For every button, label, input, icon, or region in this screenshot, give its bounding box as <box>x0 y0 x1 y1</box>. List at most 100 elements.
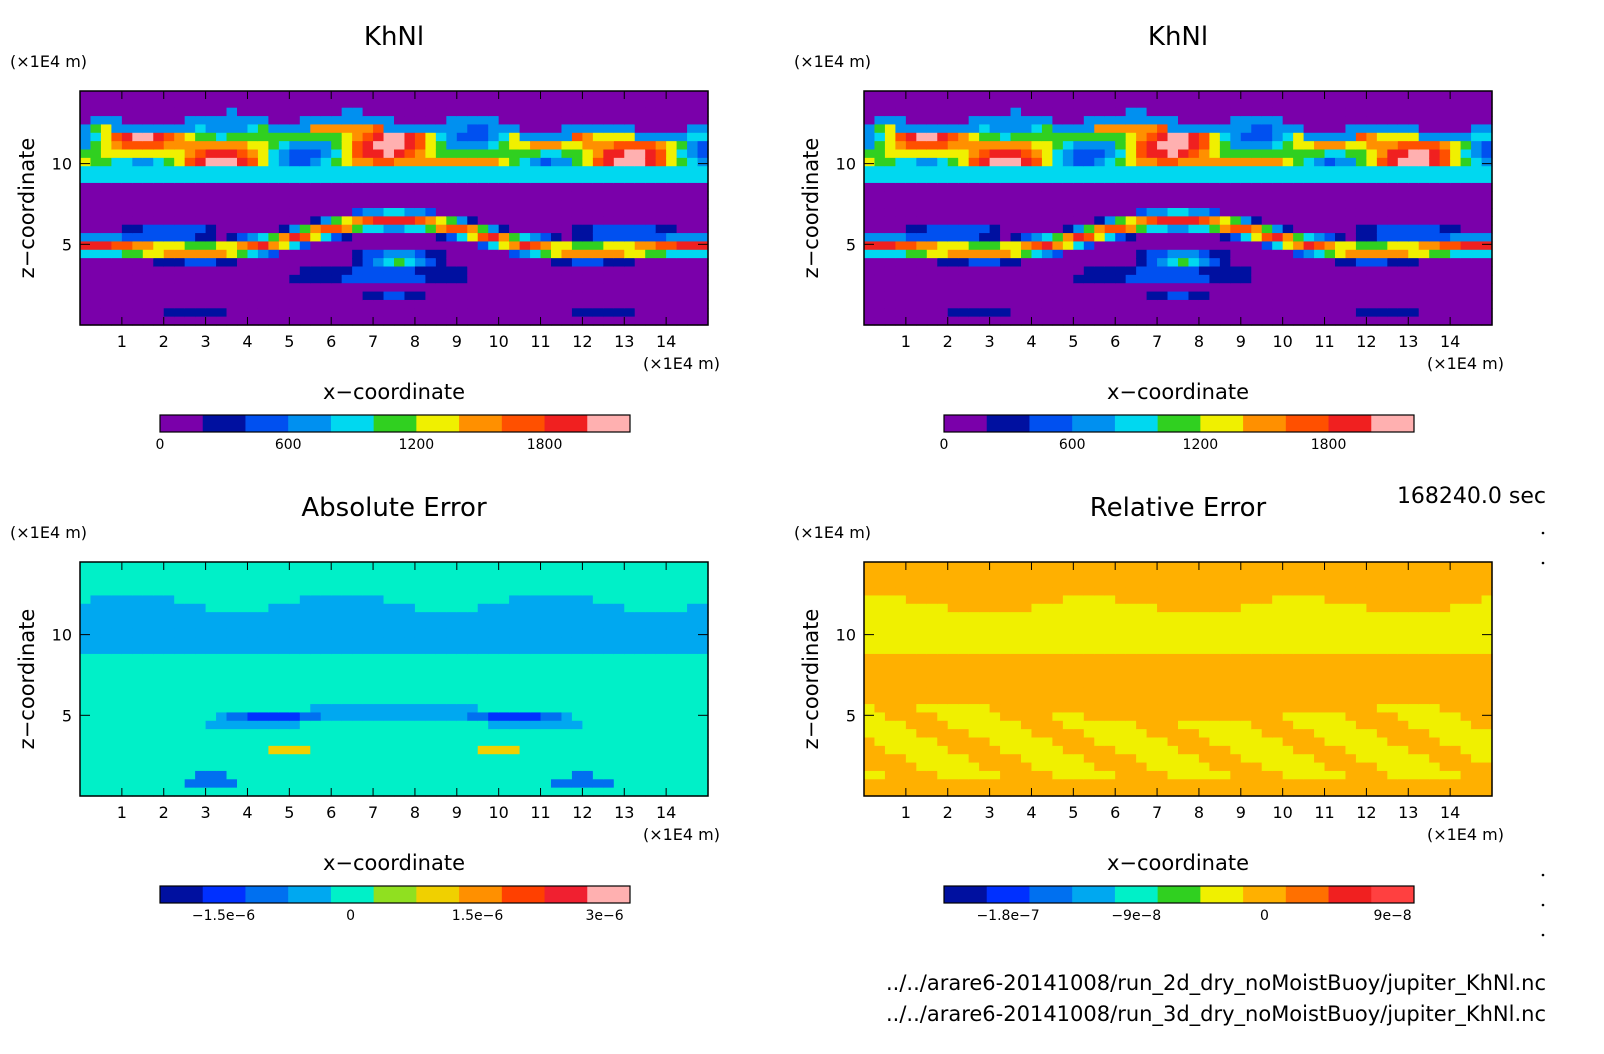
heatmap-cell <box>519 266 531 276</box>
heatmap-cell <box>310 316 322 326</box>
heatmap-cell <box>1293 124 1305 134</box>
heatmap-cell <box>111 174 123 184</box>
heatmap-cell <box>1115 266 1127 276</box>
heatmap-cell <box>864 216 876 226</box>
colorbar-swatch <box>1328 415 1372 432</box>
heatmap-cell <box>456 603 468 613</box>
heatmap-cell <box>331 729 343 739</box>
heatmap-cell <box>592 603 604 613</box>
heatmap-cell <box>184 762 196 772</box>
heatmap-cell <box>1021 316 1033 326</box>
heatmap-cell <box>582 258 594 268</box>
heatmap-cell <box>624 166 636 176</box>
heatmap-cell <box>530 595 542 605</box>
heatmap-cell <box>561 712 573 722</box>
heatmap-cell <box>456 132 468 142</box>
heatmap-cell <box>404 612 416 622</box>
heatmap-cell <box>1188 107 1200 117</box>
heatmap-cell <box>352 628 364 638</box>
heatmap-cell <box>905 166 917 176</box>
heatmap-cell <box>1178 124 1190 134</box>
heatmap-cell <box>456 762 468 772</box>
heatmap-cell <box>1429 258 1441 268</box>
heatmap-cell <box>1335 233 1347 243</box>
heatmap-cell <box>153 687 165 697</box>
heatmap-cell <box>1251 174 1263 184</box>
heatmap-cell <box>1303 174 1315 184</box>
heatmap-cell <box>989 258 1001 268</box>
heatmap-cell <box>132 679 144 688</box>
heatmap-cell <box>947 316 959 326</box>
heatmap-cell <box>352 562 364 571</box>
heatmap-cell <box>1041 308 1053 318</box>
heatmap-cell <box>121 720 133 730</box>
heatmap-cell <box>540 249 552 259</box>
heatmap-cell <box>1481 208 1493 217</box>
heatmap-cell <box>1188 116 1200 126</box>
heatmap-cell <box>237 116 249 126</box>
heatmap-cell <box>624 308 636 318</box>
heatmap-cell <box>153 637 165 647</box>
heatmap-cell <box>414 299 426 309</box>
heatmap-cell <box>509 191 521 201</box>
heatmap-cell <box>687 216 699 226</box>
heatmap-cell <box>278 274 290 284</box>
heatmap-cell <box>905 241 917 251</box>
heatmap-cell <box>676 208 688 217</box>
colorbar-swatch <box>160 415 204 432</box>
heatmap-cell <box>1314 99 1326 109</box>
heatmap-cell <box>289 612 301 622</box>
heatmap-cell <box>383 291 395 301</box>
heatmap-cell <box>247 595 259 605</box>
heatmap-cell <box>142 687 154 697</box>
heatmap-cell <box>687 299 699 309</box>
heatmap-cell <box>383 199 395 209</box>
heatmap-cell <box>884 308 896 318</box>
heatmap-cell <box>926 157 938 167</box>
heatmap-cell <box>540 679 552 688</box>
heatmap-cell <box>341 182 353 192</box>
heatmap-cell <box>216 199 228 209</box>
heatmap-cell <box>540 754 552 764</box>
heatmap-cell <box>111 99 123 109</box>
heatmap-cell <box>1062 166 1074 176</box>
heatmap-cell <box>519 762 531 772</box>
heatmap-cell <box>425 208 437 217</box>
heatmap-cell <box>1324 224 1336 234</box>
heatmap-cell <box>1376 216 1388 226</box>
heatmap-cell <box>90 612 102 622</box>
x-tick-label: 5 <box>1068 332 1078 351</box>
heatmap-cell <box>1251 141 1263 151</box>
heatmap-cell <box>80 291 92 301</box>
heatmap-cell <box>1345 166 1357 176</box>
heatmap-cell <box>1083 99 1095 109</box>
heatmap-cell <box>268 578 280 588</box>
heatmap-cell <box>174 249 186 259</box>
heatmap-cell <box>237 628 249 638</box>
heatmap-cell <box>1314 107 1326 117</box>
heatmap-cell <box>132 208 144 217</box>
heatmap-cell <box>467 562 479 571</box>
heatmap-cell <box>1460 274 1472 284</box>
heatmap-cell <box>456 679 468 688</box>
heatmap-cell <box>958 316 970 326</box>
heatmap-cell <box>373 241 385 251</box>
heatmap-cell <box>383 720 395 730</box>
heatmap-cell <box>666 191 678 201</box>
heatmap-cell <box>1429 91 1441 100</box>
heatmap-cell <box>1282 149 1294 159</box>
heatmap-cell <box>895 107 907 117</box>
heatmap-cell <box>174 308 186 318</box>
heatmap-cell <box>634 249 646 259</box>
heatmap-cell <box>592 182 604 192</box>
heatmap-cell <box>874 157 886 167</box>
heatmap-cell <box>655 132 667 142</box>
heatmap-cell <box>1439 283 1451 293</box>
heatmap-cell <box>989 316 1001 326</box>
heatmap-cell <box>1021 299 1033 309</box>
heatmap-cell <box>488 182 500 192</box>
heatmap-cell <box>1314 116 1326 126</box>
heatmap-cell <box>289 224 301 234</box>
heatmap-cell <box>655 149 667 159</box>
heatmap-cell <box>655 141 667 151</box>
